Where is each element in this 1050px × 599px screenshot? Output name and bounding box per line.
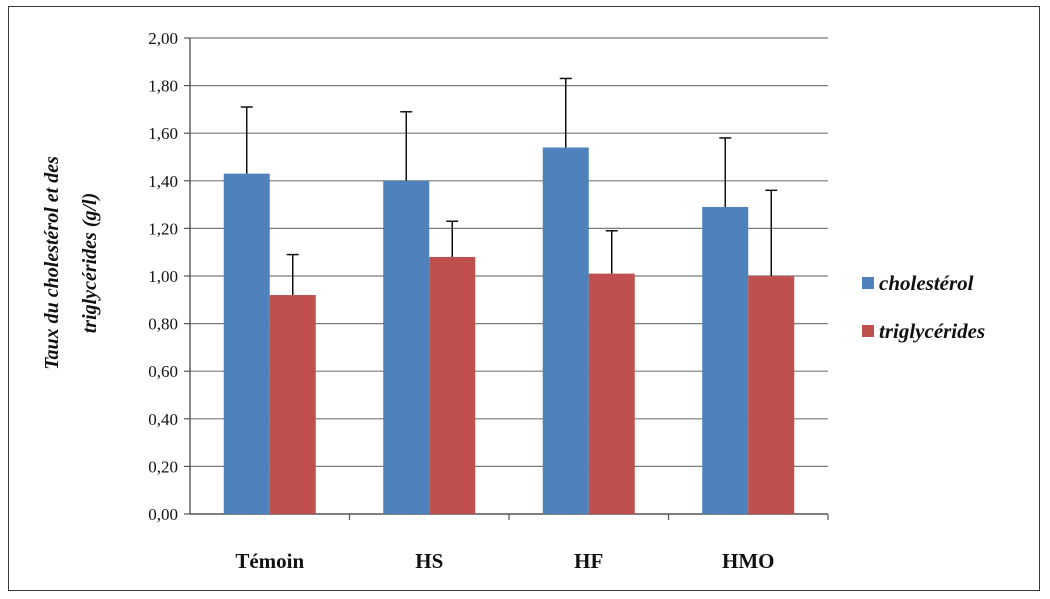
y-tick-label: 0,00 bbox=[148, 505, 178, 524]
legend-label-triglycerides: triglycérides bbox=[879, 319, 985, 343]
chart-frame bbox=[8, 6, 1040, 591]
bar-triglycerides bbox=[429, 256, 476, 514]
legend-swatch-triglycerides bbox=[862, 325, 874, 337]
y-tick-label: 0,80 bbox=[148, 315, 178, 334]
x-axis-labels: Témoin HS HF HMO bbox=[235, 514, 829, 573]
bar-triglycerides bbox=[269, 295, 316, 514]
bars bbox=[223, 147, 795, 515]
y-tick-label: 0,60 bbox=[148, 362, 178, 381]
y-tick-label: 1,60 bbox=[148, 124, 178, 143]
bar-triglycerides bbox=[588, 273, 635, 514]
y-tick-label: 1,00 bbox=[148, 267, 178, 286]
x-category-label: Témoin bbox=[235, 549, 304, 573]
error-bars bbox=[240, 77, 778, 296]
bar-cholesterol bbox=[383, 180, 430, 515]
y-axis-title-line-1: Taux du cholestérol et des bbox=[41, 156, 63, 370]
x-category-label: HMO bbox=[722, 549, 775, 573]
x-category-label: HS bbox=[415, 549, 443, 573]
y-axis-title-line-2: triglycérides (g/l) bbox=[79, 193, 101, 334]
bar-cholesterol bbox=[702, 206, 749, 515]
y-tick-label: 1,40 bbox=[148, 172, 178, 191]
x-category-label: HF bbox=[574, 549, 603, 573]
bar-triglycerides bbox=[748, 276, 795, 514]
legend-label-cholesterol: cholestérol bbox=[879, 271, 974, 295]
y-tick-label: 0,20 bbox=[148, 457, 178, 476]
legend: cholestérol triglycérides bbox=[862, 271, 985, 343]
y-axis-ticks: 0,00 0,20 0,40 0,60 0,80 1,00 1,20 1,40 1,60 1,80… bbox=[148, 29, 190, 524]
bar-cholesterol bbox=[542, 147, 589, 515]
y-tick-label: 1,80 bbox=[148, 77, 178, 96]
y-tick-label: 0,40 bbox=[148, 410, 178, 429]
y-tick-label: 2,00 bbox=[148, 29, 178, 48]
legend-swatch-cholesterol bbox=[862, 277, 874, 289]
y-tick-label: 1,20 bbox=[148, 219, 178, 238]
bar-cholesterol bbox=[223, 173, 270, 514]
